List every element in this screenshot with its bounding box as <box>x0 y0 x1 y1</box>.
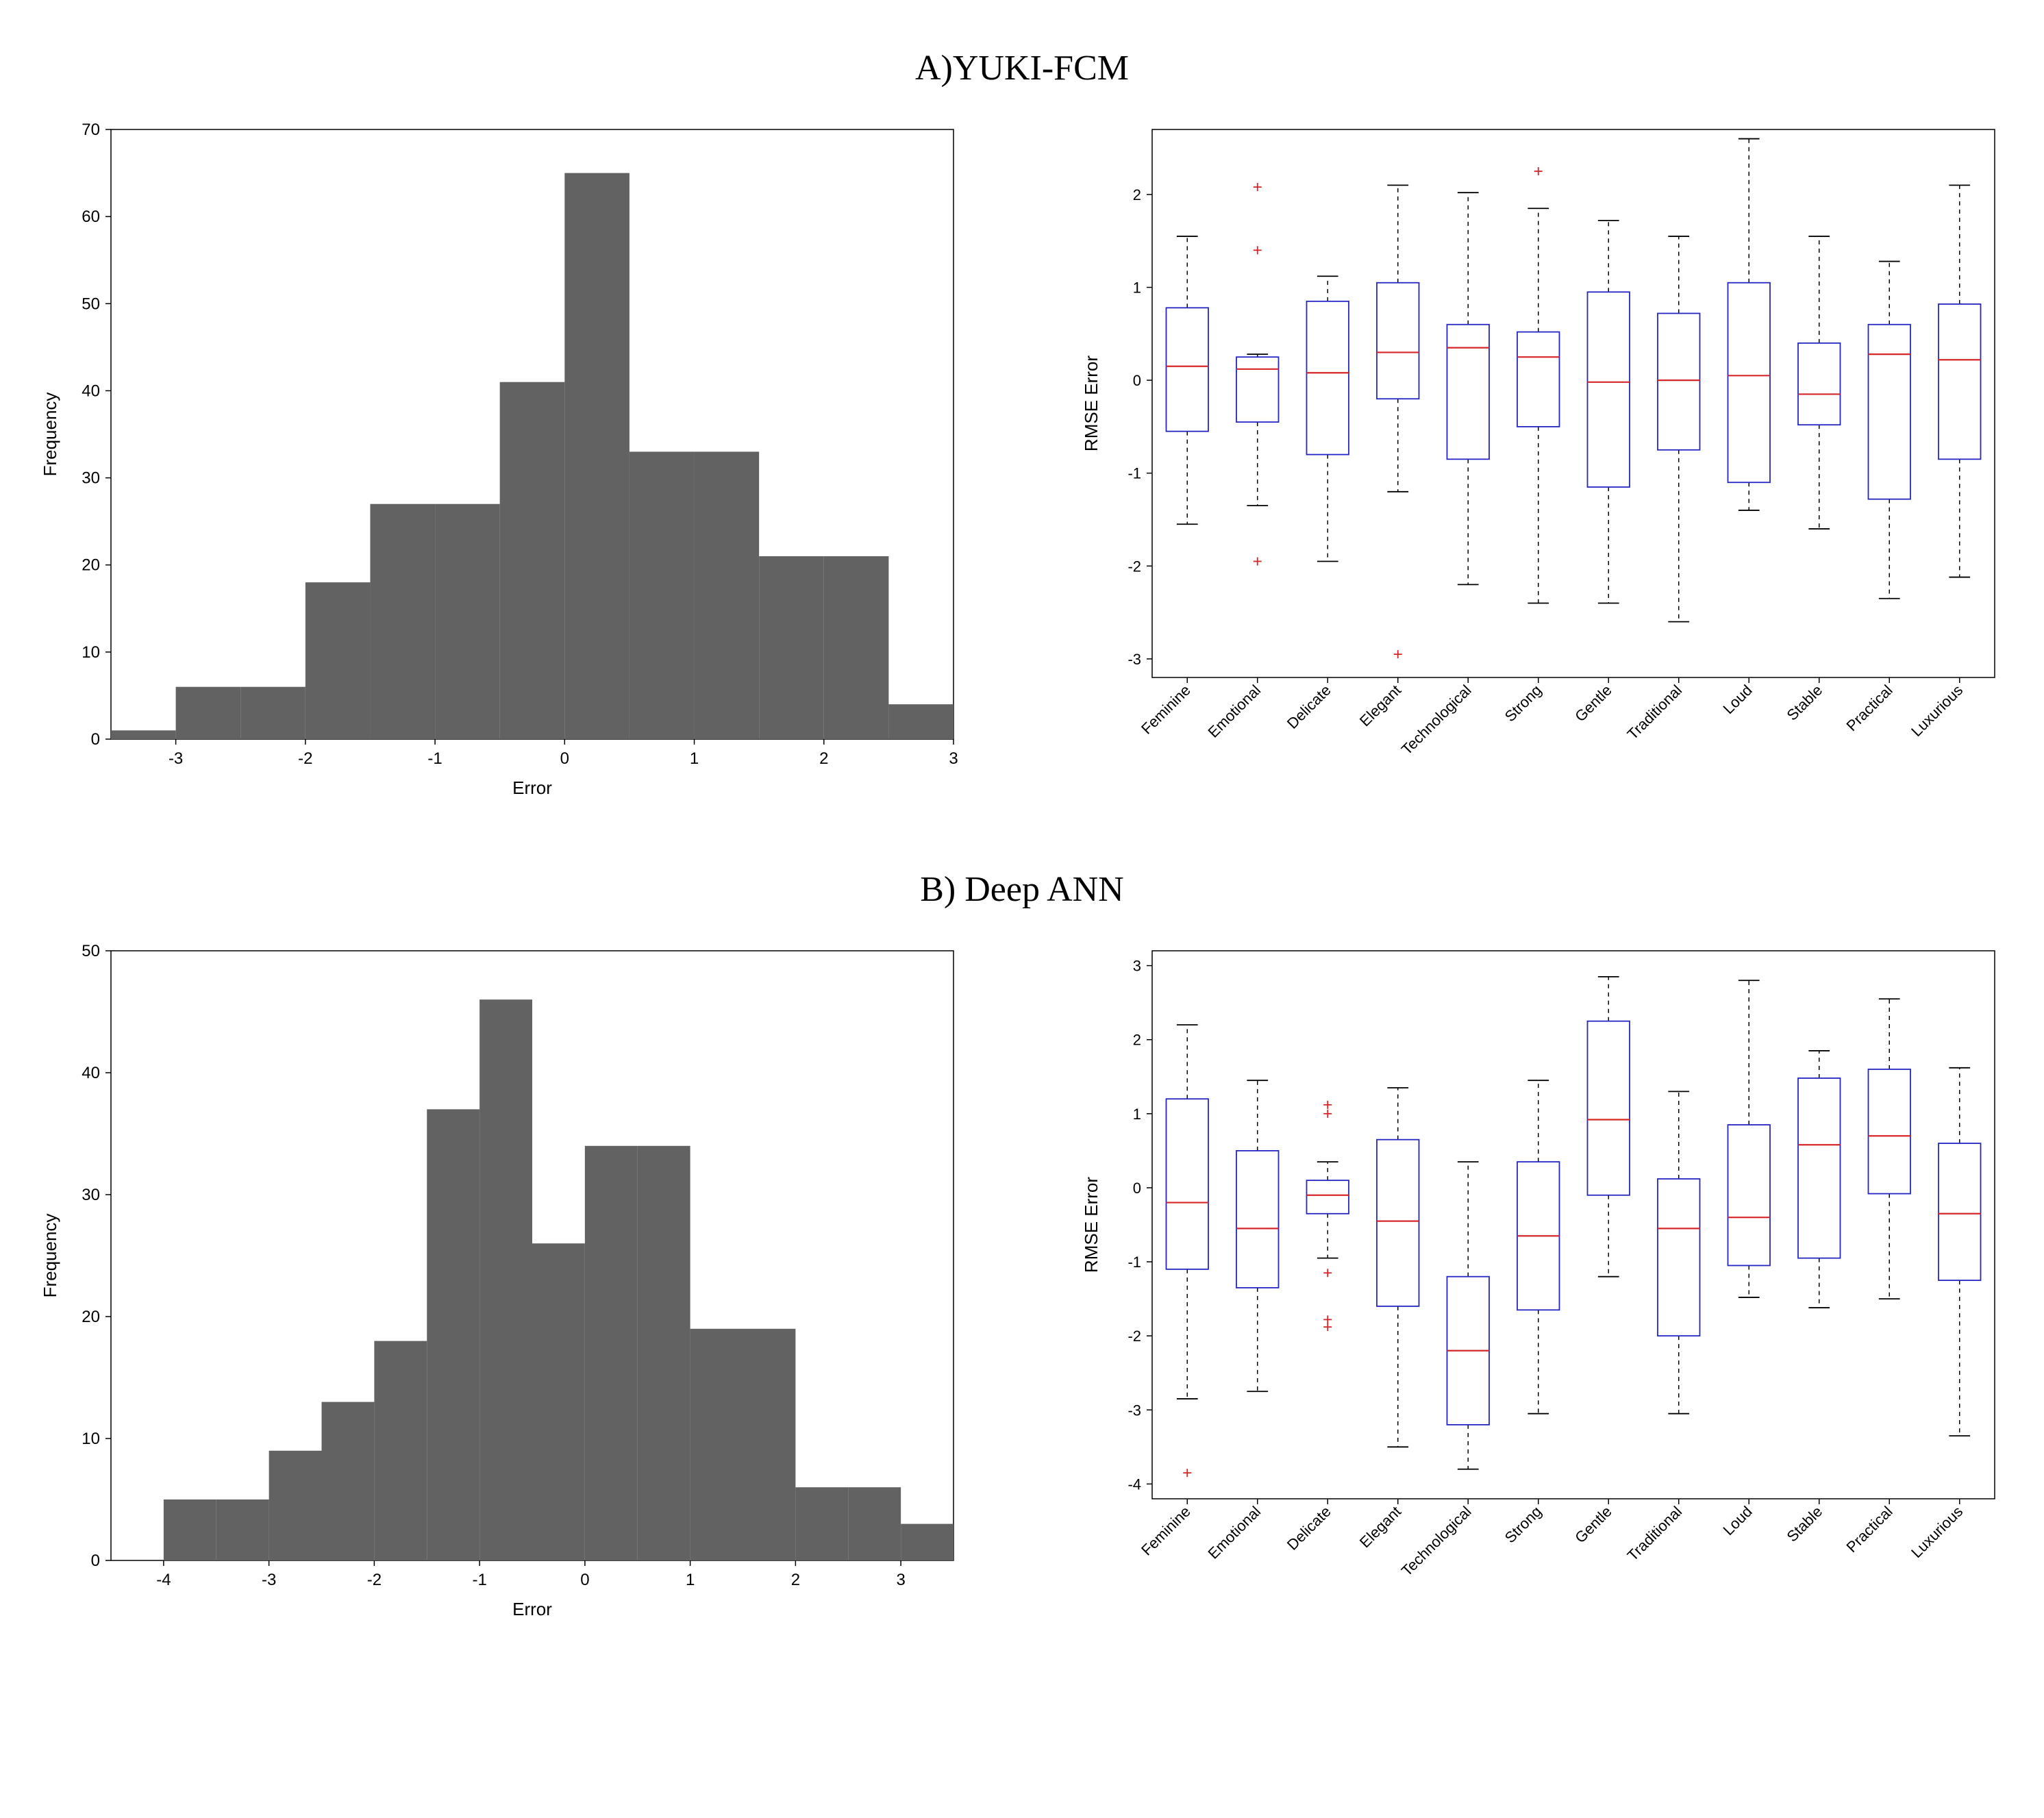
category-label: Luxurious <box>1908 1503 1966 1561</box>
y-tick-label: -3 <box>1127 651 1141 668</box>
category-label: Strong <box>1501 682 1545 725</box>
y-tick-label: 0 <box>1133 372 1141 389</box>
y-tick-label: 50 <box>82 942 100 960</box>
x-tick-label: 2 <box>791 1571 800 1589</box>
y-tick-label: -2 <box>1127 1328 1141 1345</box>
y-tick-label: -1 <box>1127 1254 1141 1271</box>
x-tick-label: 3 <box>949 749 958 768</box>
category-label: Feminine <box>1138 1503 1194 1559</box>
y-tick-label: -2 <box>1127 558 1141 575</box>
y-tick-label: 40 <box>82 382 100 400</box>
category-label: Technological <box>1398 682 1475 758</box>
section-title-a: A)YUKI-FCM <box>29 48 2015 88</box>
y-axis-label: Frequency <box>40 393 60 477</box>
y-tick-label: 0 <box>91 1552 100 1570</box>
x-axis-label: Error <box>512 777 552 798</box>
x-tick-label: 0 <box>560 749 569 768</box>
category-label: Luxurious <box>1908 682 1966 740</box>
y-axis-label: RMSE Error <box>1081 356 1101 451</box>
x-tick-label: 2 <box>819 749 828 768</box>
category-label: Traditional <box>1624 1503 1686 1565</box>
y-tick-label: 2 <box>1133 1032 1141 1049</box>
category-label: Strong <box>1501 1503 1545 1547</box>
y-tick-label: -4 <box>1127 1475 1141 1493</box>
category-label: Loud <box>1719 682 1755 717</box>
x-tick-label: 1 <box>690 749 699 768</box>
x-tick-label: -3 <box>262 1571 276 1589</box>
x-tick-label: -3 <box>169 749 183 768</box>
x-tick-label: 0 <box>580 1571 589 1589</box>
y-tick-label: 10 <box>82 1430 100 1448</box>
y-axis-label: RMSE Error <box>1081 1177 1101 1273</box>
y-tick-label: 10 <box>82 643 100 662</box>
boxplot-a: -3 -2 -1 0 1 2 FeminineEmotional Delicate Elegan… <box>1070 116 2015 828</box>
category-label: Traditional <box>1624 682 1686 743</box>
y-tick-label: 70 <box>82 121 100 139</box>
category-label: Stable <box>1783 682 1825 724</box>
x-tick-label: 1 <box>686 1571 695 1589</box>
category-label: Gentle <box>1571 682 1615 725</box>
y-tick-label: 40 <box>82 1064 100 1082</box>
category-label: Gentle <box>1571 1503 1615 1547</box>
x-tick-label: -2 <box>298 749 312 768</box>
y-axis-label: Frequency <box>40 1214 60 1298</box>
category-label: Practical <box>1843 1503 1895 1556</box>
y-tick-label: 30 <box>82 469 100 488</box>
category-label: Emotional <box>1204 682 1264 741</box>
boxplot-b: -4 -3 -2 -1 0 1 2 3 FeminineEmotional Delicate Ele… <box>1070 937 2015 1649</box>
histogram-a: -3-2-10123010203040506070ErrorFrequency <box>29 116 974 828</box>
y-tick-label: -1 <box>1127 465 1141 482</box>
category-label: Delicate <box>1284 682 1334 732</box>
y-tick-label: 30 <box>82 1186 100 1204</box>
y-tick-label: 60 <box>82 208 100 226</box>
category-label: Loud <box>1719 1503 1755 1539</box>
y-tick-label: 0 <box>91 730 100 749</box>
y-tick-label: 0 <box>1133 1180 1141 1197</box>
x-tick-label: -1 <box>472 1571 486 1589</box>
y-tick-label: -3 <box>1127 1402 1141 1419</box>
category-label: Delicate <box>1284 1503 1334 1554</box>
y-tick-label: 3 <box>1133 958 1141 975</box>
category-label: Feminine <box>1138 682 1194 738</box>
category-label: Technological <box>1398 1503 1475 1580</box>
x-tick-label: -1 <box>427 749 442 768</box>
category-label: Stable <box>1783 1503 1825 1545</box>
x-tick-label: -4 <box>156 1571 171 1589</box>
category-label: Emotional <box>1204 1503 1264 1562</box>
x-axis-label: Error <box>512 1599 552 1619</box>
category-label: Elegant <box>1356 1503 1404 1551</box>
x-tick-label: 3 <box>896 1571 905 1589</box>
y-tick-label: 20 <box>82 1308 100 1326</box>
section-title-b: B) Deep ANN <box>29 869 2015 910</box>
category-label: Elegant <box>1356 682 1404 730</box>
x-tick-label: -2 <box>367 1571 382 1589</box>
histogram-b: -4-3-2-1012301020304050ErrorFrequency <box>29 937 974 1649</box>
y-tick-label: 2 <box>1133 186 1141 203</box>
y-tick-label: 50 <box>82 295 100 313</box>
category-label: Practical <box>1843 682 1895 734</box>
y-tick-label: 20 <box>82 556 100 575</box>
y-tick-label: 1 <box>1133 279 1141 297</box>
y-tick-label: 1 <box>1133 1106 1141 1123</box>
